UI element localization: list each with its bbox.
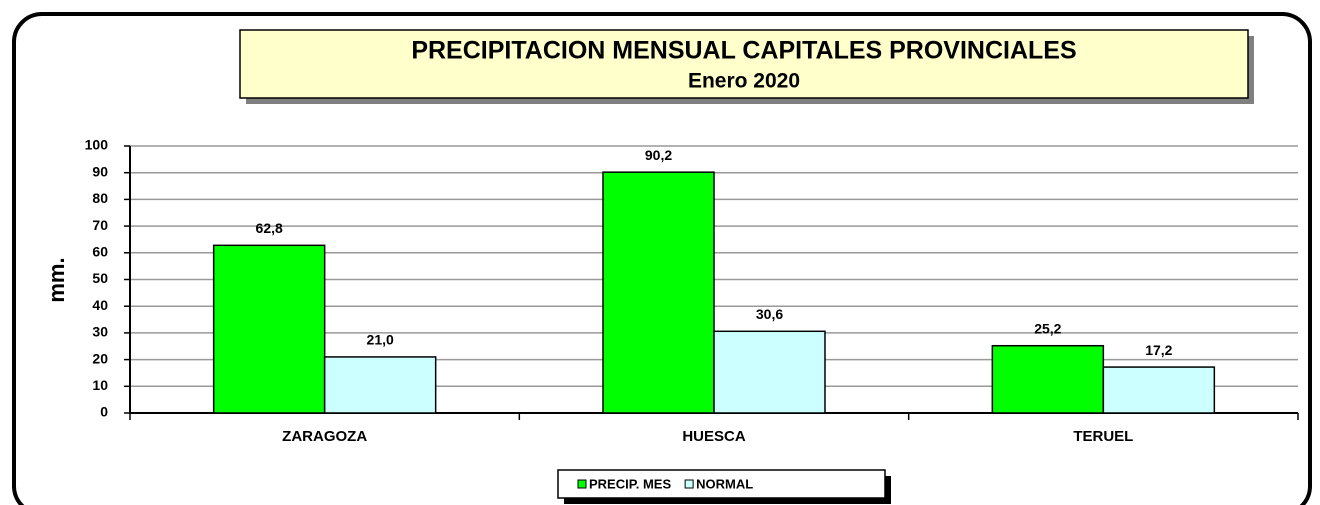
legend-swatch: [577, 479, 587, 489]
legend-label: PRECIP. MES: [589, 476, 671, 491]
y-tick-label: 100: [85, 137, 109, 153]
y-tick-label: 90: [92, 163, 108, 179]
y-axis-label: mm.: [44, 257, 69, 302]
y-tick-label: 0: [100, 404, 108, 420]
y-tick-label: 50: [92, 270, 108, 286]
bar: [1102, 366, 1216, 414]
y-tick-label: 80: [92, 190, 108, 206]
frame: [12, 12, 1312, 505]
bar: [212, 244, 326, 414]
y-tick-label: 30: [92, 324, 108, 340]
chart-subtitle: Enero 2020: [688, 70, 800, 93]
value-label: 25,2: [1034, 320, 1061, 336]
y-tick-label: 40: [92, 297, 108, 313]
legend-box: [557, 469, 886, 499]
legend-label: NORMAL: [696, 476, 753, 491]
y-tick-label: 20: [92, 350, 108, 366]
x-tick-label: TERUEL: [1073, 428, 1133, 445]
title-box: [239, 29, 1249, 99]
value-label: 21,0: [367, 332, 394, 348]
value-label: 90,2: [645, 147, 672, 163]
chart-title: PRECIPITACION MENSUAL CAPITALES PROVINCI…: [411, 37, 1076, 65]
value-label: 62,8: [256, 220, 283, 236]
y-tick-label: 60: [92, 244, 108, 260]
value-label: 30,6: [756, 306, 783, 322]
bar: [602, 171, 715, 414]
x-tick-label: ZARAGOZA: [282, 428, 367, 445]
x-tick-label: HUESCA: [682, 428, 746, 445]
value-label: 17,2: [1145, 342, 1172, 358]
bar: [991, 344, 1105, 414]
bar: [713, 330, 826, 414]
legend-swatch: [684, 479, 694, 489]
y-tick-label: 10: [92, 377, 108, 393]
y-tick-label: 70: [92, 217, 108, 233]
bar: [323, 356, 437, 414]
